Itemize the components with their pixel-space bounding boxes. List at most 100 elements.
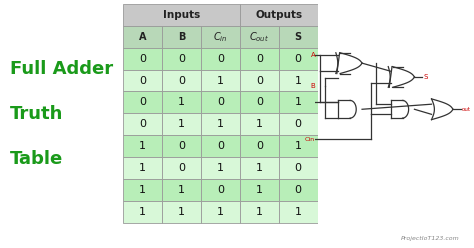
Text: S: S [423, 74, 428, 80]
Text: 1: 1 [178, 97, 185, 107]
Bar [123, 135, 162, 157]
Text: S: S [294, 32, 302, 42]
Bar [201, 179, 240, 201]
Text: 0: 0 [217, 97, 224, 107]
Text: 1: 1 [295, 97, 301, 107]
Text: 0: 0 [139, 54, 146, 63]
Bar [123, 70, 162, 92]
Bar [162, 113, 201, 135]
Text: 1: 1 [295, 76, 301, 86]
Bar [123, 48, 162, 70]
Text: 0: 0 [178, 76, 185, 86]
Bar [201, 135, 240, 157]
Text: 0: 0 [178, 141, 185, 151]
Bar [123, 201, 162, 223]
Text: Table: Table [10, 150, 64, 168]
Bar [162, 135, 201, 157]
Bar [240, 157, 279, 179]
Text: Cin: Cin [305, 137, 315, 142]
Text: Inputs: Inputs [163, 10, 200, 20]
Bar [162, 26, 201, 48]
Bar [201, 26, 240, 48]
Text: 0: 0 [256, 76, 263, 86]
Text: $C_{in}$: $C_{in}$ [213, 30, 228, 44]
Text: 1: 1 [217, 207, 224, 217]
Bar [162, 70, 201, 92]
Bar [123, 179, 162, 201]
Text: 1: 1 [139, 141, 146, 151]
Text: 1: 1 [178, 207, 185, 217]
Bar [279, 179, 318, 201]
Bar [279, 157, 318, 179]
Text: 1: 1 [217, 76, 224, 86]
Bar [201, 92, 240, 113]
Text: B: B [310, 83, 315, 89]
Text: 1: 1 [256, 185, 263, 195]
Text: 0: 0 [295, 119, 301, 129]
Bar [201, 201, 240, 223]
Text: 1: 1 [295, 141, 301, 151]
Bar [123, 92, 162, 113]
Text: Full Adder: Full Adder [10, 61, 113, 78]
Bar [123, 157, 162, 179]
Bar [279, 113, 318, 135]
Text: 1: 1 [139, 185, 146, 195]
Text: Outputs: Outputs [255, 10, 302, 20]
Text: 0: 0 [295, 163, 301, 173]
Bar [279, 92, 318, 113]
Text: 1: 1 [178, 185, 185, 195]
Text: 0: 0 [139, 76, 146, 86]
Bar [240, 201, 279, 223]
Bar [162, 201, 201, 223]
Bar [201, 113, 240, 135]
Bar [279, 135, 318, 157]
Text: 0: 0 [178, 163, 185, 173]
Bar [162, 92, 201, 113]
Bar [123, 4, 240, 26]
Text: 0: 0 [295, 185, 301, 195]
Text: 0: 0 [139, 119, 146, 129]
Text: 0: 0 [256, 54, 263, 63]
Text: 1: 1 [139, 207, 146, 217]
Bar [123, 26, 162, 48]
Text: out: out [462, 107, 471, 112]
Bar [201, 157, 240, 179]
Text: 1: 1 [256, 119, 263, 129]
Bar [240, 92, 279, 113]
Bar [123, 113, 162, 135]
Text: B: B [178, 32, 185, 42]
Bar [240, 48, 279, 70]
Text: 0: 0 [295, 54, 301, 63]
Text: 1: 1 [256, 207, 263, 217]
Bar [279, 26, 318, 48]
Text: A: A [310, 52, 315, 58]
Text: ProjectIoT123.com: ProjectIoT123.com [401, 236, 460, 241]
Bar [201, 48, 240, 70]
Bar [162, 48, 201, 70]
Text: 0: 0 [217, 185, 224, 195]
Text: 0: 0 [178, 54, 185, 63]
Bar [162, 179, 201, 201]
Text: 0: 0 [217, 141, 224, 151]
Text: 1: 1 [217, 119, 224, 129]
Bar [240, 4, 318, 26]
Text: 1: 1 [217, 163, 224, 173]
Text: $C_{out}$: $C_{out}$ [249, 30, 269, 44]
Text: 1: 1 [295, 207, 301, 217]
Bar [240, 135, 279, 157]
Bar [279, 201, 318, 223]
Bar [162, 157, 201, 179]
Text: Truth: Truth [10, 105, 64, 123]
Bar [240, 113, 279, 135]
Text: 1: 1 [139, 163, 146, 173]
Bar [279, 48, 318, 70]
Bar [279, 70, 318, 92]
Text: 0: 0 [256, 97, 263, 107]
Text: 0: 0 [139, 97, 146, 107]
Bar [240, 179, 279, 201]
Text: 1: 1 [256, 163, 263, 173]
Text: A: A [139, 32, 146, 42]
Bar [240, 26, 279, 48]
Text: 1: 1 [178, 119, 185, 129]
Text: 0: 0 [217, 54, 224, 63]
